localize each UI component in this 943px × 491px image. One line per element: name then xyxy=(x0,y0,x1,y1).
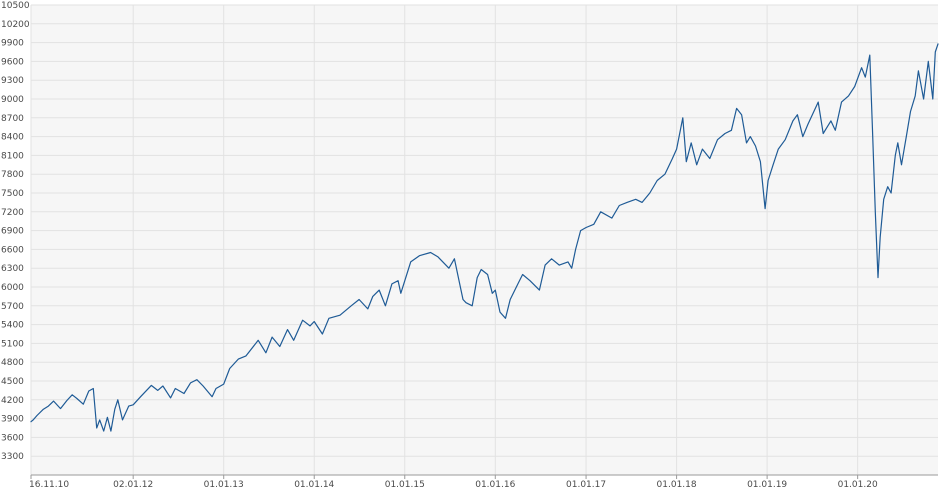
x-tick-label: 02.01.12 xyxy=(113,480,153,490)
y-tick-label: 8400 xyxy=(1,133,24,143)
y-tick-label: 6000 xyxy=(1,283,24,293)
y-tick-label: 3600 xyxy=(1,433,24,443)
plot-background xyxy=(31,5,938,475)
y-tick-label: 7800 xyxy=(1,170,24,180)
y-tick-label: 4500 xyxy=(1,377,24,387)
x-tick-label: 01.01.19 xyxy=(747,480,787,490)
x-tick-label: 16.11.10 xyxy=(29,480,69,490)
series-line-0 xyxy=(30,43,939,432)
x-axis: 16.11.10 02.01.12 01.01.13 01.01.14 01.01.15… xyxy=(29,474,938,490)
y-tick-label: 9900 xyxy=(1,39,24,49)
y-tick-label: 8100 xyxy=(1,151,24,161)
y-tick-label: 5700 xyxy=(1,302,24,312)
y-tick-label: 10200 xyxy=(1,20,30,30)
y-tick-label: 7500 xyxy=(1,189,24,199)
y-tick-label: 6300 xyxy=(1,264,24,274)
y-tick-label: 8700 xyxy=(1,114,24,124)
y-tick-label: 9300 xyxy=(1,76,24,86)
plot-area xyxy=(31,5,938,475)
y-tick-label: 4800 xyxy=(1,358,24,368)
y-tick-label: 7200 xyxy=(1,208,24,218)
x-tick-label: 01.01.16 xyxy=(475,480,515,490)
y-tick-label: 9600 xyxy=(1,57,24,67)
y-tick-label: 6600 xyxy=(1,245,24,255)
y-tick-label: 3900 xyxy=(1,415,24,425)
x-tick-label: 01.01.13 xyxy=(204,480,244,490)
series-layer xyxy=(30,43,939,432)
x-tick-label: 01.01.17 xyxy=(566,480,606,490)
x-tick-label: 01.01.18 xyxy=(657,480,697,490)
y-tick-label: 10500 xyxy=(1,1,30,11)
y-tick-label: 3300 xyxy=(1,452,24,462)
x-gridlines xyxy=(30,5,859,475)
x-tick-label: 01.01.20 xyxy=(838,480,878,490)
y-tick-label: 6900 xyxy=(1,227,24,237)
x-tick-label: 01.01.15 xyxy=(385,480,425,490)
y-axis: 3300 3600 3900 4200 4500 4800 5100 5400 5700 6000… xyxy=(1,1,30,462)
y-gridlines xyxy=(31,4,938,457)
y-tick-label: 9000 xyxy=(1,95,24,105)
x-tick-label: 01.01.14 xyxy=(294,480,334,490)
y-tick-label: 4200 xyxy=(1,396,24,406)
y-tick-label: 5100 xyxy=(1,339,24,349)
y-tick-label: 5400 xyxy=(1,321,24,331)
